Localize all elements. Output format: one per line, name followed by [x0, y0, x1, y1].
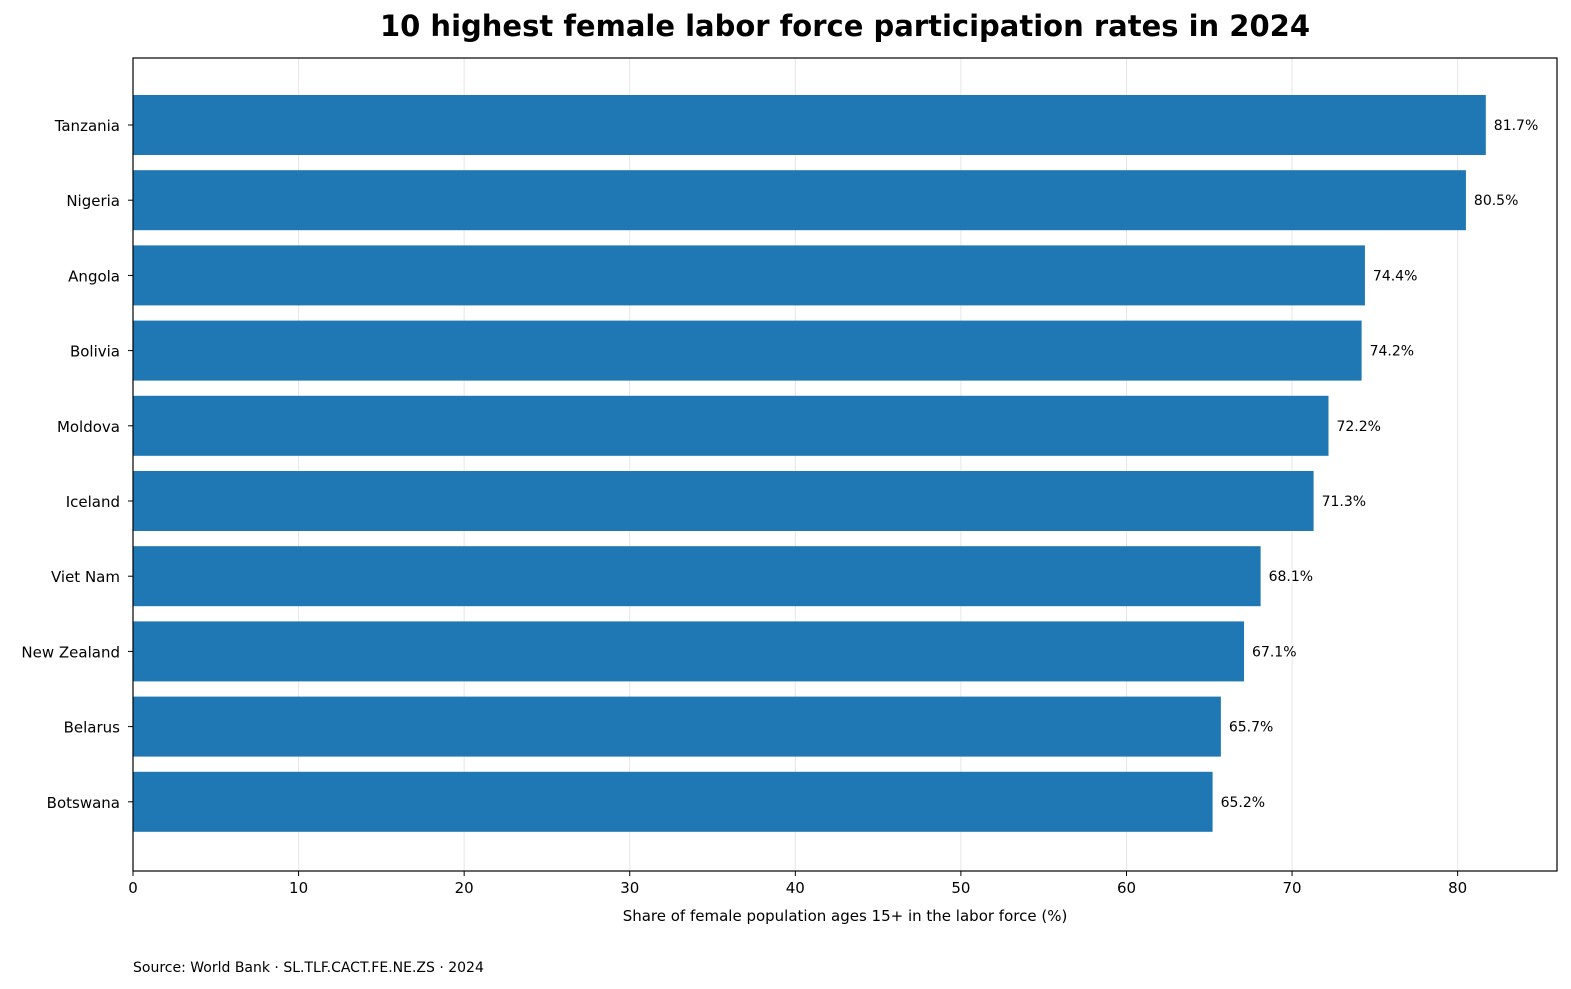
- source-note: Source: World Bank · SL.TLF.CACT.FE.NE.Z…: [133, 960, 484, 976]
- bar-value-label: 71.3%: [1322, 494, 1366, 510]
- bar-value-label: 74.4%: [1373, 268, 1417, 284]
- x-tick-label: 20: [455, 879, 474, 897]
- plot-frame: [132, 57, 1558, 872]
- bar-value-label: 65.2%: [1221, 795, 1265, 811]
- y-tick-label: Botswana: [47, 794, 120, 812]
- bar-new-zealand: [133, 621, 1245, 682]
- y-tick-label: New Zealand: [21, 643, 120, 661]
- x-tick-label: 60: [1117, 879, 1136, 897]
- bar-belarus: [133, 696, 1221, 757]
- x-tick-label: 10: [289, 879, 308, 897]
- y-tick-label: Iceland: [66, 493, 120, 511]
- x-axis-label: Share of female population ages 15+ in t…: [623, 907, 1068, 925]
- bar-iceland: [133, 471, 1314, 531]
- bar-value-label: 81.7%: [1494, 118, 1538, 134]
- x-tick-label: 0: [128, 879, 138, 897]
- bar-value-label: 68.1%: [1269, 569, 1313, 585]
- y-tick-label: Moldova: [57, 418, 120, 436]
- x-tick-label: 40: [786, 879, 805, 897]
- bar-botswana: [133, 771, 1213, 832]
- bar-value-label: 74.2%: [1370, 344, 1414, 360]
- bar-bolivia: [133, 320, 1362, 381]
- bar-tanzania: [133, 95, 1486, 155]
- bar-angola: [133, 245, 1365, 306]
- bar-value-label: 72.2%: [1336, 419, 1380, 435]
- x-tick-label: 80: [1448, 879, 1467, 897]
- bar-moldova: [133, 395, 1329, 456]
- x-axis-ticks: 0 10 20 30 40 50 60 70 80: [128, 871, 1467, 897]
- y-tick-label: Bolivia: [70, 343, 120, 361]
- y-axis-ticks: Tanzania Nigeria Angola Bolivia Moldova Icela…: [21, 117, 133, 812]
- x-tick-label: 50: [951, 879, 970, 897]
- chart-title: 10 highest female labor force participat…: [380, 9, 1310, 43]
- bar-value-label: 67.1%: [1252, 644, 1296, 660]
- bar-value-label: 65.7%: [1229, 720, 1273, 736]
- bar-viet-nam: [133, 546, 1261, 607]
- y-tick-label: Nigeria: [66, 192, 120, 210]
- y-tick-label: Angola: [68, 267, 120, 285]
- bars: [133, 95, 1486, 832]
- y-tick-label: Viet Nam: [51, 568, 120, 586]
- y-tick-label: Tanzania: [54, 117, 120, 135]
- bar-value-label: 80.5%: [1474, 193, 1518, 209]
- y-tick-label: Belarus: [64, 719, 121, 737]
- data-labels: 81.7% 80.5% 74.4% 74.2% 72.2% 71.3% 68.1% 67.1%…: [1221, 118, 1539, 811]
- x-tick-label: 70: [1283, 879, 1302, 897]
- bar-nigeria: [133, 170, 1466, 231]
- x-tick-label: 30: [620, 879, 639, 897]
